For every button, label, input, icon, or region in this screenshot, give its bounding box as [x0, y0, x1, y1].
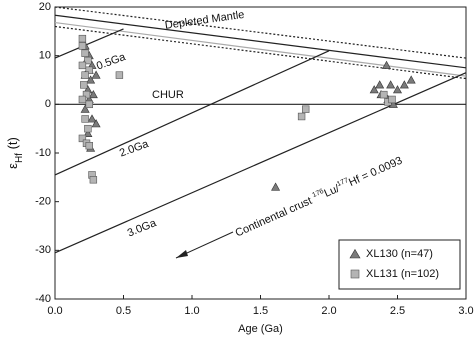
square-point [115, 71, 124, 79]
legend-marker [350, 269, 360, 279]
square-point [388, 95, 396, 104]
triangle-point [87, 114, 97, 123]
square-point [78, 134, 87, 143]
y-tick-label: 10 [39, 50, 51, 62]
square-point [78, 42, 87, 50]
triangle-point [386, 80, 396, 89]
x-tick-label: 0.0 [47, 305, 62, 317]
y-tick-label: -30 [35, 244, 51, 256]
triangle-point [88, 89, 98, 99]
crust-label-part: Hf = 0.0093 [347, 155, 404, 189]
x-tick-label: 2.0 [321, 305, 336, 317]
crust-label-part: 177 [336, 177, 350, 188]
square-point [302, 105, 310, 113]
square-point [80, 81, 88, 89]
reference-line [54, 6, 467, 59]
square-point [297, 112, 306, 121]
y-tick-label: 0 [45, 98, 51, 110]
crust-label-part: 176 [312, 188, 326, 199]
legend-label: XL131 (n=102) [366, 268, 439, 280]
triangle-point [91, 70, 101, 79]
reference-line [54, 72, 467, 254]
reference-line [54, 21, 467, 77]
x-tick-label: 1.0 [184, 305, 199, 317]
triangle-point [392, 85, 403, 94]
square-point [81, 115, 89, 123]
arrow-head [176, 250, 188, 258]
triangle-point [80, 104, 90, 113]
annotation: 2.0Ga [118, 138, 151, 160]
y-tick-label: 20 [39, 1, 51, 13]
x-tick-label: 3.0 [458, 305, 473, 317]
square-point [84, 124, 92, 133]
square-point [85, 142, 93, 150]
triangle-point [375, 80, 385, 89]
triangle-point [91, 119, 101, 128]
triangle-point [382, 60, 392, 69]
x-tick-label: 0.5 [116, 305, 131, 317]
square-point [85, 66, 93, 74]
square-point [81, 71, 89, 79]
annotation: CHUR [152, 89, 184, 101]
square-point [82, 90, 91, 99]
y-tick-label: -20 [35, 196, 51, 208]
legend-label: XL130 (n=47) [366, 248, 433, 260]
triangle-point [406, 75, 416, 84]
square-point [89, 176, 98, 184]
legend-box [338, 239, 461, 290]
x-tick-label: 2.5 [390, 305, 405, 317]
triangle-point [271, 182, 281, 191]
y-axis-label: εHf (t) [5, 137, 25, 169]
reference-line [54, 14, 467, 69]
annotation: 0.5Ga [95, 51, 128, 73]
triangle-point [369, 85, 379, 94]
legend-marker [349, 248, 361, 259]
y-label-part: (t) [5, 137, 20, 153]
triangle-point [399, 80, 409, 89]
y-tick-label: -10 [35, 147, 51, 159]
square-point [380, 90, 388, 99]
reference-line [54, 28, 124, 59]
crust-label-part: Continental crust [234, 194, 317, 240]
triangle-point [86, 75, 96, 84]
y-label-part: Hf [14, 153, 25, 163]
reference-line [54, 50, 330, 176]
annotation: Depleted Mantle [164, 9, 245, 32]
y-label-part: ε [5, 163, 20, 169]
crust-label: Continental crust 176Lu/177Hf = 0.0093 [233, 154, 404, 239]
y-tick-label: -40 [35, 293, 51, 305]
square-point [78, 95, 87, 104]
square-point [78, 61, 87, 70]
square-point [81, 49, 89, 57]
x-tick-label: 1.5 [253, 305, 268, 317]
x-axis-label: Age (Ga) [238, 323, 283, 335]
square-point [85, 100, 93, 109]
square-point [78, 34, 87, 43]
reference-line [54, 25, 467, 80]
square-point [84, 56, 92, 65]
